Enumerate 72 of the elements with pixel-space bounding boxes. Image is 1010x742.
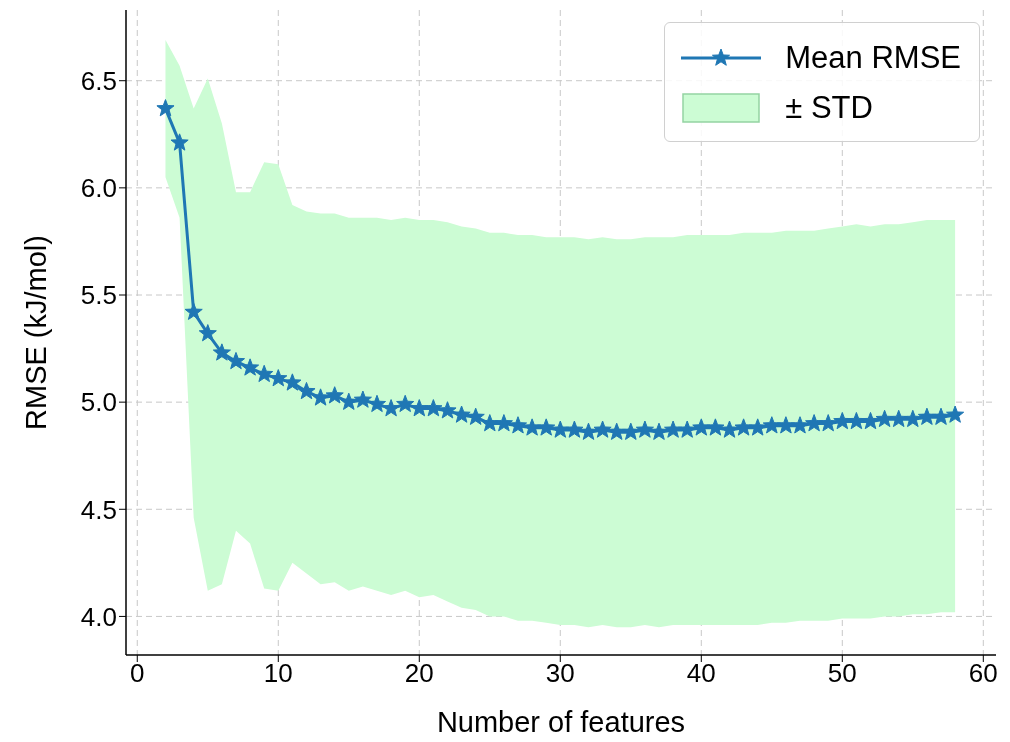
y-tick-label: 5.0 bbox=[80, 387, 117, 418]
point bbox=[466, 407, 485, 425]
point bbox=[226, 351, 246, 370]
point bbox=[452, 405, 471, 423]
x-axis-title: Number of features bbox=[436, 706, 686, 738]
point bbox=[212, 343, 231, 361]
y-tick-label: 6.0 bbox=[80, 173, 117, 204]
point bbox=[339, 392, 358, 410]
point bbox=[762, 416, 781, 434]
point bbox=[917, 407, 936, 425]
point bbox=[551, 420, 570, 438]
point bbox=[198, 324, 217, 342]
point bbox=[946, 405, 965, 423]
point bbox=[649, 422, 669, 440]
point bbox=[931, 407, 951, 425]
point bbox=[156, 99, 175, 117]
point bbox=[255, 364, 274, 383]
x-tick-label: 20 bbox=[404, 658, 434, 689]
point bbox=[241, 358, 260, 376]
x-tick-label: 60 bbox=[968, 658, 998, 689]
point bbox=[664, 420, 683, 438]
point bbox=[579, 422, 598, 440]
point bbox=[607, 422, 626, 440]
y-tick-label: 4.0 bbox=[80, 601, 117, 632]
point bbox=[805, 414, 824, 432]
point bbox=[593, 420, 612, 438]
y-axis-title: RMSE (kJ/mol) bbox=[20, 235, 53, 430]
point bbox=[748, 418, 767, 436]
x-tick-label: 50 bbox=[827, 658, 857, 689]
point bbox=[889, 409, 908, 428]
legend-box: Mean RMSE ± STD bbox=[664, 22, 980, 142]
point bbox=[621, 422, 640, 440]
annotation: ± STD bbox=[785, 90, 873, 126]
point bbox=[424, 399, 443, 417]
point bbox=[537, 418, 556, 436]
point bbox=[861, 411, 880, 430]
point bbox=[776, 416, 795, 434]
point bbox=[734, 418, 753, 436]
point bbox=[283, 373, 302, 391]
point bbox=[692, 418, 711, 436]
x-tick-label: 30 bbox=[545, 658, 575, 689]
point bbox=[819, 414, 838, 432]
point bbox=[480, 414, 499, 432]
legend-label: Mean RMSE bbox=[785, 40, 961, 76]
y-tick-label: 6.5 bbox=[80, 65, 117, 96]
point bbox=[635, 420, 654, 438]
point bbox=[903, 409, 922, 428]
point bbox=[706, 418, 725, 436]
point bbox=[565, 420, 584, 438]
x-tick-label: 0 bbox=[130, 658, 145, 689]
point bbox=[720, 420, 739, 438]
point bbox=[508, 416, 528, 434]
point bbox=[833, 411, 852, 430]
point bbox=[396, 394, 415, 413]
point bbox=[678, 420, 697, 438]
point bbox=[494, 414, 513, 432]
point bbox=[325, 386, 344, 404]
point bbox=[875, 409, 894, 428]
point bbox=[311, 388, 330, 406]
point bbox=[523, 418, 542, 436]
point bbox=[170, 133, 189, 151]
y-tick-label: 4.5 bbox=[80, 494, 117, 525]
point bbox=[790, 416, 810, 434]
point bbox=[438, 401, 457, 419]
x-tick-label: 40 bbox=[686, 658, 716, 689]
point bbox=[353, 390, 372, 408]
y-tick-label: 5.5 bbox=[80, 280, 117, 311]
point bbox=[184, 302, 203, 320]
point bbox=[297, 381, 316, 400]
x-tick-label: 10 bbox=[263, 658, 293, 689]
point bbox=[847, 411, 866, 430]
point bbox=[367, 394, 387, 413]
